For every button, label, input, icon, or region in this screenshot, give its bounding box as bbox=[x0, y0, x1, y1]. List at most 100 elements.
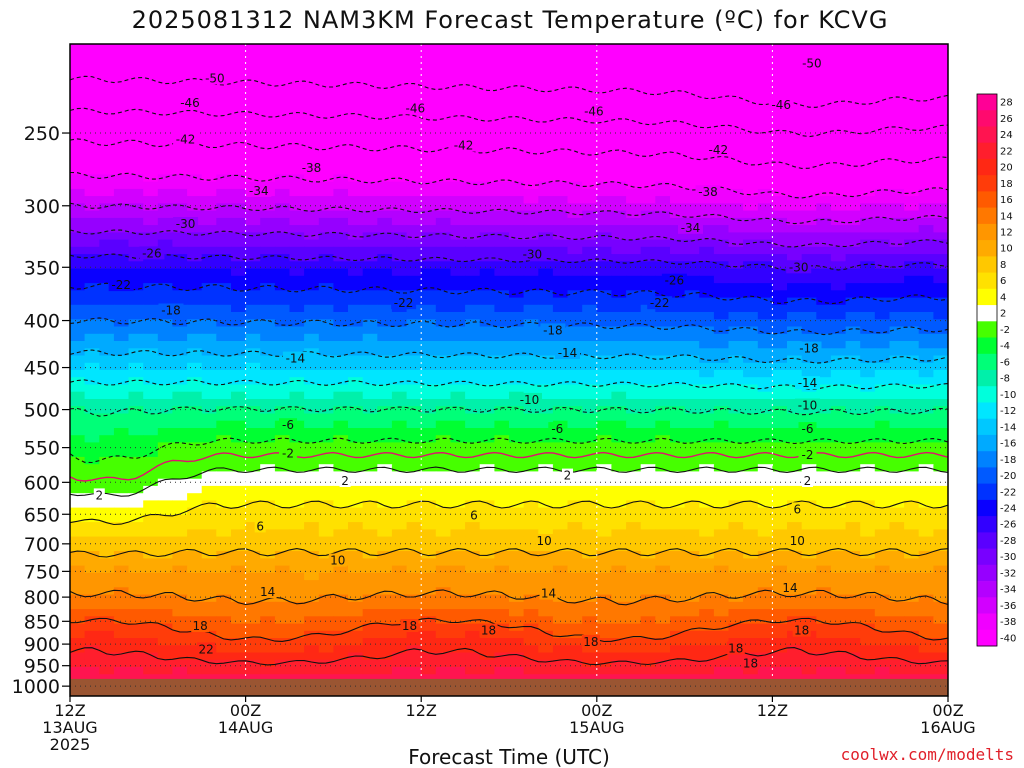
temperature-cell bbox=[289, 188, 305, 197]
temperature-cell bbox=[626, 116, 642, 125]
temperature-cell bbox=[421, 109, 437, 117]
temperature-cell bbox=[801, 297, 817, 306]
temperature-cell bbox=[889, 174, 905, 183]
temperature-cell bbox=[348, 580, 364, 588]
temperature-cell bbox=[552, 449, 569, 458]
temperature-cell bbox=[933, 254, 948, 262]
temperature-cell bbox=[552, 565, 569, 574]
temperature-cell bbox=[201, 406, 217, 414]
temperature-cell bbox=[538, 384, 554, 393]
temperature-cell bbox=[596, 304, 612, 313]
temperature-cell bbox=[479, 246, 495, 255]
temperature-cell bbox=[304, 138, 320, 146]
temperature-cell bbox=[304, 80, 320, 88]
temperature-cell bbox=[713, 326, 730, 335]
temperature-cell bbox=[918, 572, 934, 581]
temperature-cell bbox=[801, 536, 817, 545]
temperature-cell bbox=[201, 87, 217, 96]
temperature-cell bbox=[113, 384, 130, 393]
temperature-cell bbox=[231, 348, 247, 357]
temperature-cell bbox=[801, 355, 817, 364]
temperature-cell bbox=[318, 391, 334, 400]
temperature-cell bbox=[216, 384, 232, 393]
temperature-cell bbox=[757, 254, 773, 262]
temperature-cell bbox=[201, 210, 217, 219]
temperature-cell bbox=[567, 239, 583, 248]
temperature-cell bbox=[845, 341, 861, 349]
temperature-cell bbox=[816, 630, 832, 639]
temperature-cell bbox=[670, 551, 686, 559]
temperature-cell bbox=[845, 58, 861, 67]
temperature-cell bbox=[772, 623, 788, 632]
temperature-cell bbox=[772, 558, 788, 567]
temperature-cell bbox=[699, 109, 715, 117]
temperature-cell bbox=[260, 130, 276, 139]
temperature-cell bbox=[348, 630, 364, 639]
temperature-cell bbox=[670, 167, 686, 175]
temperature-cell bbox=[187, 188, 203, 197]
temperature-cell bbox=[435, 145, 451, 154]
temperature-cell bbox=[816, 456, 832, 465]
temperature-cell bbox=[231, 456, 247, 465]
temperature-cell bbox=[99, 87, 115, 96]
temperature-cell bbox=[670, 123, 686, 132]
temperature-cell bbox=[626, 239, 642, 248]
temperature-cell bbox=[450, 152, 466, 161]
temperature-cell bbox=[245, 493, 261, 501]
temperature-cell bbox=[743, 449, 759, 458]
temperature-cell bbox=[187, 551, 203, 559]
temperature-cell bbox=[143, 102, 159, 110]
temperature-cell bbox=[523, 225, 539, 233]
temperature-cell bbox=[801, 239, 817, 248]
temperature-cell bbox=[845, 254, 861, 262]
temperature-cell bbox=[187, 65, 203, 74]
temperature-cell bbox=[245, 514, 261, 523]
temperature-cell bbox=[845, 188, 861, 197]
temperature-cell bbox=[889, 217, 905, 226]
temperature-cell bbox=[187, 159, 203, 168]
temperature-cell bbox=[406, 580, 422, 588]
temperature-cell bbox=[216, 283, 232, 291]
temperature-cell bbox=[128, 44, 144, 52]
temperature-cell bbox=[406, 609, 422, 617]
temperature-cell bbox=[260, 217, 276, 226]
temperature-cell bbox=[479, 413, 495, 422]
temperature-cell bbox=[757, 580, 773, 588]
temperature-cell bbox=[509, 225, 525, 233]
temperature-cell bbox=[582, 225, 598, 233]
temperature-cell bbox=[391, 80, 408, 88]
temperature-cell bbox=[918, 145, 934, 154]
temperature-cell bbox=[304, 543, 320, 552]
temperature-cell bbox=[99, 159, 115, 168]
temperature-cell bbox=[904, 413, 920, 422]
temperature-cell bbox=[494, 493, 510, 501]
temperature-cell bbox=[70, 174, 86, 183]
temperature-cell bbox=[391, 109, 408, 117]
temperature-cell bbox=[494, 196, 510, 204]
temperature-cell bbox=[816, 319, 832, 328]
temperature-cell bbox=[421, 138, 437, 146]
temperature-cell bbox=[231, 551, 247, 559]
temperature-cell bbox=[201, 565, 217, 574]
temperature-cell bbox=[435, 362, 451, 371]
temperature-cell bbox=[450, 116, 466, 125]
temperature-cell bbox=[713, 109, 730, 117]
temperature-cell bbox=[245, 456, 261, 465]
temperature-cell bbox=[391, 370, 408, 378]
temperature-cell bbox=[348, 116, 364, 125]
temperature-cell bbox=[318, 471, 334, 480]
temperature-cell bbox=[377, 73, 393, 81]
temperature-cell bbox=[596, 551, 612, 559]
temperature-cell bbox=[333, 529, 349, 538]
temperature-cell bbox=[494, 485, 510, 494]
temperature-cell bbox=[816, 174, 832, 183]
temperature-cell bbox=[465, 312, 481, 320]
temperature-cell bbox=[772, 232, 788, 241]
temperature-cell bbox=[626, 159, 642, 168]
temperature-cell bbox=[801, 246, 817, 255]
temperature-cell bbox=[874, 420, 890, 429]
temperature-cell bbox=[450, 312, 466, 320]
temperature-cell bbox=[611, 362, 627, 371]
temperature-cell bbox=[187, 239, 203, 248]
temperature-cell bbox=[84, 413, 100, 422]
